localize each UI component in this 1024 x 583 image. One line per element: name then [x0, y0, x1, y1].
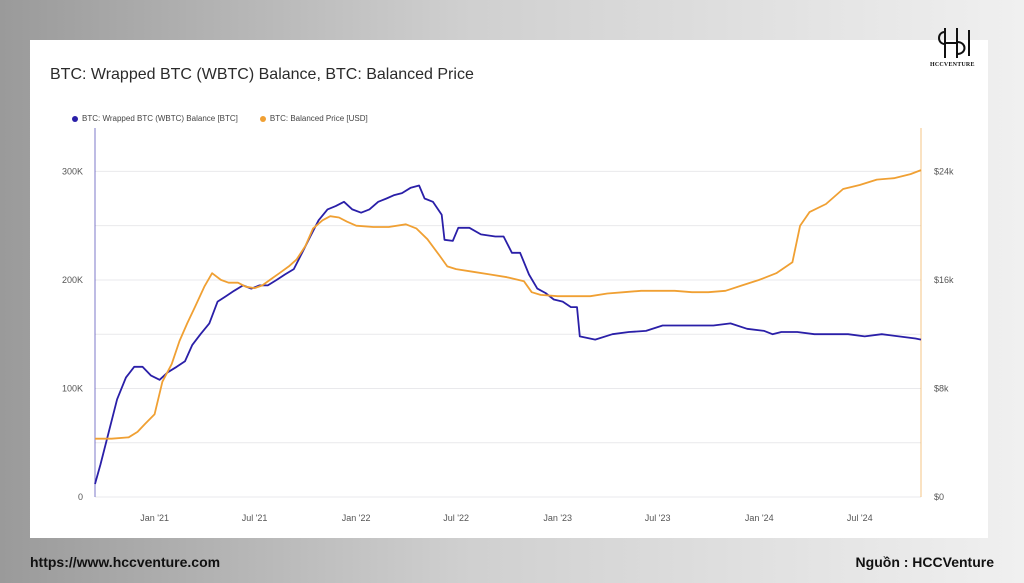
hccventure-logo-icon	[938, 28, 970, 58]
y-right-tick-label: $8k	[934, 383, 949, 393]
x-tick-label: Jan '24	[745, 513, 774, 523]
x-tick-label: Jul '21	[242, 513, 268, 523]
y-left-tick-label: 200K	[62, 275, 83, 285]
legend-item-wbtc[interactable]: BTC: Wrapped BTC (WBTC) Balance [BTC]	[72, 114, 238, 123]
y-right-tick-label: $0	[934, 492, 944, 502]
chart-card: BTC: Wrapped BTC (WBTC) Balance, BTC: Ba…	[30, 40, 988, 538]
y-right-tick-label: $16k	[934, 275, 954, 285]
legend-label-wbtc: BTC: Wrapped BTC (WBTC) Balance [BTC]	[82, 114, 238, 123]
chart-title: BTC: Wrapped BTC (WBTC) Balance, BTC: Ba…	[50, 66, 474, 83]
series-line-wbtc-balance	[94, 184, 922, 485]
y-left-tick-label: 0	[78, 492, 83, 502]
legend-item-price[interactable]: BTC: Balanced Price [USD]	[259, 114, 368, 123]
legend-marker-price	[259, 115, 266, 122]
chart-legend: BTC: Wrapped BTC (WBTC) Balance [BTC] BT…	[72, 114, 368, 123]
logo-text: HCCVENTURE	[930, 62, 975, 68]
website-link[interactable]: https://www.hccventure.com	[30, 554, 221, 570]
x-tick-label: Jul '22	[443, 513, 469, 523]
x-tick-label: Jul '24	[847, 513, 873, 523]
y-right-tick-label: $24k	[934, 166, 954, 176]
x-tick-label: Jan '23	[543, 513, 572, 523]
y-left-tick-label: 300K	[62, 166, 83, 176]
x-tick-label: Jan '22	[342, 513, 371, 523]
source-credit: Nguồn : HCCVenture	[855, 554, 994, 570]
legend-marker-wbtc	[72, 115, 78, 122]
x-tick-label: Jan '21	[140, 513, 169, 523]
x-tick-label: Jul '23	[645, 513, 671, 523]
series-line-balanced-price	[95, 169, 922, 440]
legend-label-price: BTC: Balanced Price [USD]	[269, 114, 368, 123]
y-left-tick-label: 100K	[62, 383, 83, 393]
